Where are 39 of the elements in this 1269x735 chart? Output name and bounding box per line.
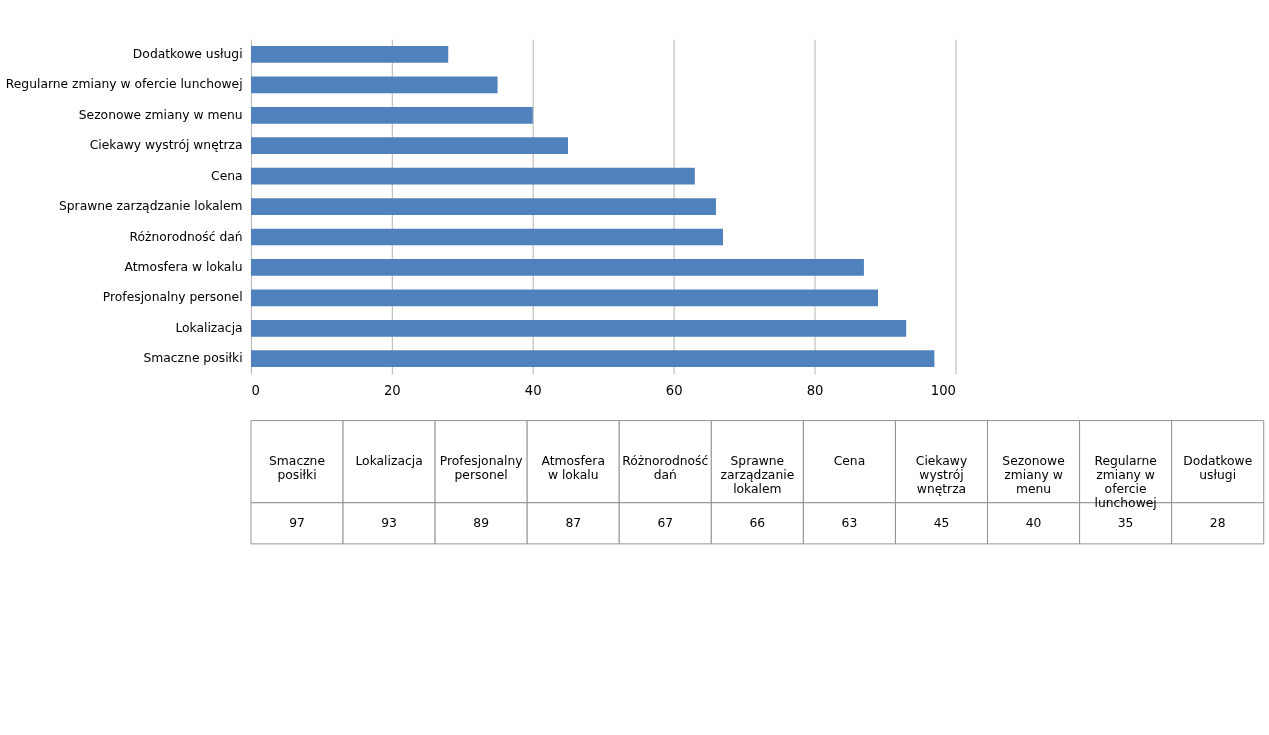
category-label: Sprawne zarządzanie lokalem — [720, 454, 795, 497]
y-tick-label: Atmosfera w lokalu — [124, 259, 243, 274]
y-tick-label: Smaczne posiłki — [143, 351, 243, 366]
x-tick-label: 100 — [930, 383, 956, 399]
category-label: Dodatkowe usługi — [1183, 454, 1253, 483]
category-label: Różnorodność dań — [622, 454, 709, 483]
y-tick-label: Regularne zmiany w ofercie lunchowej — [5, 77, 243, 92]
x-tick-label: 60 — [665, 383, 683, 399]
y-tick-label: Sprawne zarządzanie lokalem — [58, 199, 243, 214]
y-tick-label: Cena — [211, 168, 243, 183]
data-label: 89 — [473, 515, 489, 530]
data-label: 93 — [381, 515, 397, 530]
data-label: 97 — [289, 515, 305, 530]
data-label: 35 — [1117, 515, 1134, 530]
x-tick-label: 40 — [524, 383, 542, 399]
data-label: 87 — [565, 515, 582, 530]
y-tick-label: Dodatkowe usługi — [132, 46, 243, 61]
category-label: Profesjonalny personel — [439, 454, 523, 483]
data-label: 67 — [657, 515, 674, 530]
category-label: Regularne zmiany w ofercie lunchowej — [1094, 454, 1157, 511]
category-label: Lokalizacja — [355, 454, 423, 469]
category-label: Sezonowe zmiany w menu — [1002, 454, 1065, 497]
category-label: Cena — [833, 454, 866, 469]
y-tick-label: Lokalizacja — [175, 320, 243, 335]
y-tick-label: Różnorodność dań — [129, 229, 243, 244]
y-tick-label: Ciekawy wystrój wnętrza — [89, 138, 243, 153]
data-label: 63 — [841, 515, 858, 530]
x-tick-label: 20 — [383, 383, 401, 399]
data-label: 40 — [1025, 515, 1042, 530]
data-label: 45 — [933, 515, 950, 530]
x-tick-label: 80 — [806, 383, 824, 399]
category-label: Ciekawy wystrój wnętrza — [915, 454, 968, 497]
data-label: 66 — [749, 515, 766, 530]
y-tick-label: Profesjonalny personel — [102, 290, 243, 305]
y-tick-label: Sezonowe zmiany w menu — [78, 107, 243, 122]
x-tick-label: 0 — [251, 383, 260, 399]
category-label: Atmosfera w lokalu — [541, 454, 605, 483]
data-label: 28 — [1209, 515, 1226, 530]
category-label: Smaczne posiłki — [269, 454, 325, 483]
